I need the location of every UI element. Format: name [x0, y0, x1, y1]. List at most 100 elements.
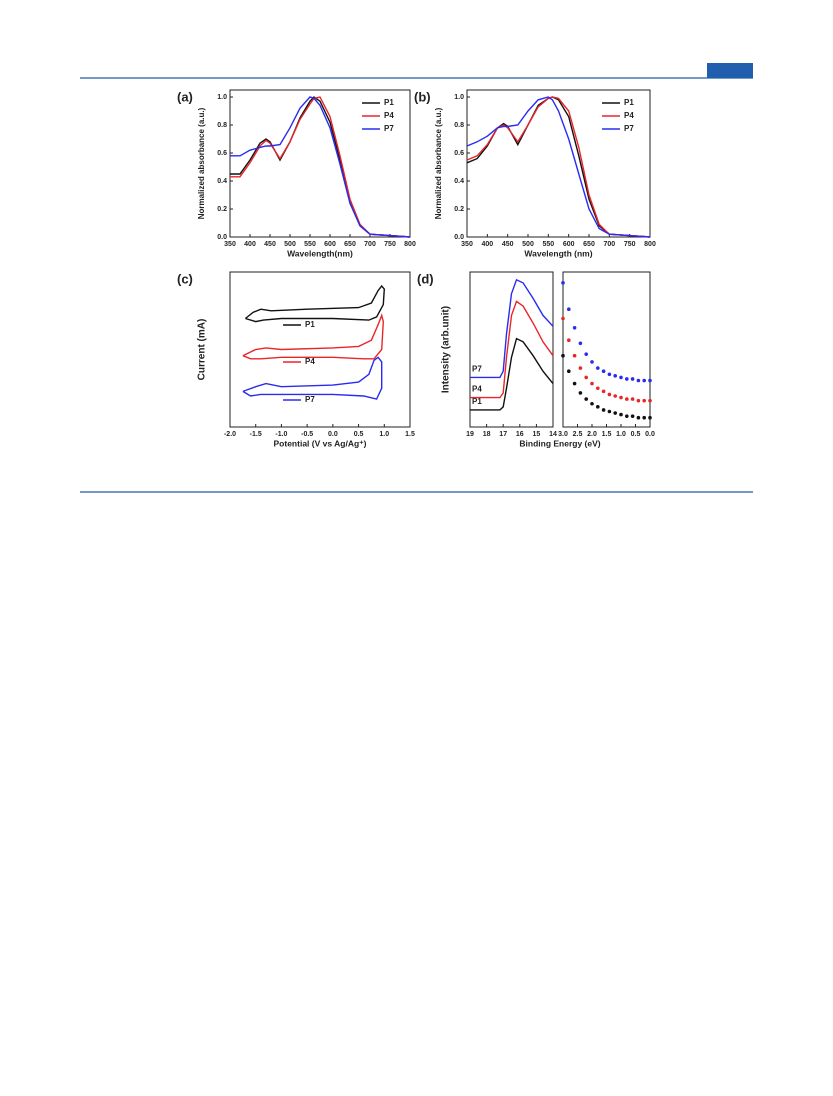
scatter-point	[619, 375, 623, 380]
x-tick-label: 19	[466, 431, 474, 438]
panel-label: (a)	[177, 89, 193, 104]
x-tick-label: 450	[502, 241, 514, 248]
y-tick-label: 0.2	[217, 206, 227, 213]
x-tick-label: 450	[264, 241, 276, 248]
x-tick-label: 14	[549, 431, 557, 438]
x-tick-label: 2.5	[573, 431, 583, 438]
legend-label: P7	[472, 365, 482, 374]
scatter-point	[625, 414, 629, 418]
x-tick-label: 0.0	[645, 431, 655, 438]
y-tick-label: 0.6	[454, 150, 464, 157]
series-line	[470, 278, 554, 379]
legend-label: P4	[305, 357, 315, 366]
axes-frame	[562, 271, 651, 428]
x-tick-label: 400	[481, 241, 493, 248]
scatter-point	[584, 352, 588, 356]
axes-frame	[466, 89, 651, 238]
scatter-point	[561, 316, 565, 321]
legend-label: P7	[624, 124, 634, 133]
scatter-point	[625, 377, 629, 381]
scatter-point	[630, 414, 635, 418]
y-tick-label: 0.6	[217, 150, 227, 157]
scatter-point	[648, 415, 652, 420]
y-axis-label: Current (mA)	[197, 319, 208, 381]
scatter-point	[578, 391, 583, 395]
x-tick-label: 16	[516, 431, 524, 438]
x-tick-label: 700	[364, 241, 376, 248]
scatter-point	[567, 307, 571, 312]
x-tick-label: 15	[533, 431, 541, 438]
x-tick-label: 0.5	[354, 431, 364, 438]
scatter-point	[630, 377, 635, 381]
x-tick-label: 350	[224, 241, 236, 248]
series-line	[244, 284, 386, 323]
x-tick-label: 400	[244, 241, 256, 248]
scatter-point	[590, 360, 594, 364]
header-tab	[707, 63, 753, 78]
scatter-point	[567, 338, 571, 343]
x-tick-label: 17	[499, 431, 507, 438]
axes-frame	[229, 89, 411, 238]
x-tick-label: 650	[583, 241, 595, 248]
series-line	[230, 96, 411, 238]
panel-label: (c)	[177, 271, 193, 286]
scatter-point	[619, 395, 623, 400]
series-line	[466, 96, 651, 238]
y-tick-label: 0.4	[454, 178, 464, 185]
scatter-point	[601, 369, 606, 374]
scatter-point	[590, 401, 594, 406]
scatter-point	[596, 386, 600, 391]
x-tick-label: 3.0	[558, 431, 568, 438]
y-tick-label: 0.8	[217, 122, 227, 129]
legend-label: P4	[472, 385, 482, 394]
x-tick-label: 350	[461, 241, 473, 248]
series-line	[230, 96, 411, 238]
x-tick-label: 2.0	[587, 431, 597, 438]
legend-label: P7	[305, 395, 315, 404]
series-line	[242, 356, 383, 400]
x-axis-label: Binding Energy (eV)	[519, 438, 600, 448]
y-axis-label: Intensity (arb.unit)	[441, 306, 452, 393]
axes-frame	[469, 271, 554, 428]
x-tick-label: -2.0	[224, 431, 236, 438]
y-tick-label: 0.2	[454, 206, 464, 213]
x-tick-label: 500	[522, 241, 534, 248]
y-tick-label: 1.0	[454, 94, 464, 101]
scatter-point	[601, 389, 606, 394]
legend-label: P1	[384, 98, 394, 107]
y-tick-label: 0.0	[217, 234, 227, 241]
x-tick-label: 800	[404, 241, 416, 248]
x-tick-label: -0.5	[301, 431, 313, 438]
x-tick-label: 800	[644, 241, 656, 248]
scatter-point	[567, 369, 571, 374]
scatter-point	[642, 398, 646, 403]
scatter-point	[596, 405, 600, 409]
x-tick-label: 18	[483, 431, 491, 438]
x-axis-label: Wavelength(nm)	[287, 248, 353, 258]
y-axis-label: Normalized absorbance (a.u.)	[434, 107, 443, 219]
scatter-point	[613, 411, 617, 415]
y-tick-label: 0.4	[217, 178, 227, 185]
x-tick-label: -1.0	[275, 431, 287, 438]
legend-label: P4	[624, 111, 634, 120]
scatter-point	[642, 378, 646, 383]
series-line	[470, 300, 554, 399]
scatter-point	[607, 372, 612, 377]
x-tick-label: 1.0	[616, 431, 626, 438]
scatter-point	[607, 392, 612, 397]
x-tick-label: 600	[563, 241, 575, 248]
scatter-point	[601, 408, 606, 412]
scatter-point	[578, 366, 583, 370]
legend-label: P7	[384, 124, 394, 133]
scatter-point	[613, 374, 617, 378]
panel-label: (b)	[414, 89, 431, 104]
scatter-point	[630, 397, 635, 401]
legend-label: P1	[305, 320, 315, 329]
series-line	[242, 313, 385, 360]
scatter-point	[572, 353, 577, 358]
panel-label: (d)	[417, 271, 434, 286]
scatter-point	[607, 409, 612, 414]
scatter-point	[561, 281, 565, 285]
scatter-point	[636, 398, 641, 403]
